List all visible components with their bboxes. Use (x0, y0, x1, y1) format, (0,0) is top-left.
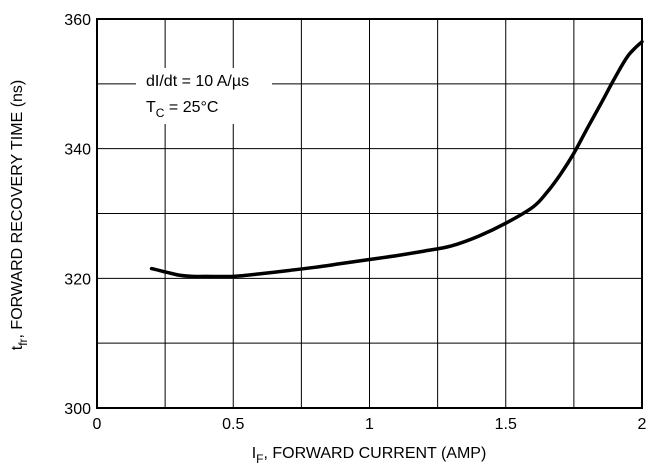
y-axis-label: tfr, FORWARD RECOVERY TIME (ns) (9, 80, 30, 351)
x-tick-label: 0.5 (222, 416, 244, 433)
x-tick-label: 1 (365, 416, 374, 433)
y-tick-label: 340 (64, 142, 91, 159)
x-tick-label: 0 (93, 416, 102, 433)
annotation-background (136, 68, 272, 124)
plot-frame (96, 18, 643, 409)
y-tick-label: 300 (64, 401, 91, 418)
x-tick-label: 1.5 (495, 416, 517, 433)
y-tick-label: 360 (64, 12, 91, 29)
y-axis-ticks: 300 320 340 360 (64, 12, 91, 418)
x-tick-label: 2 (638, 416, 647, 433)
annotation-temperature: TC = 25°C (146, 99, 218, 120)
x-axis-ticks: 0 0.5 1 1.5 2 (93, 416, 647, 433)
series-line (149, 39, 644, 279)
x-axis-label: IF, FORWARD CURRENT (AMP) (252, 445, 487, 466)
annotation-didt: dI/dt = 10 A/µs (146, 73, 249, 90)
y-tick-label: 320 (64, 271, 91, 288)
